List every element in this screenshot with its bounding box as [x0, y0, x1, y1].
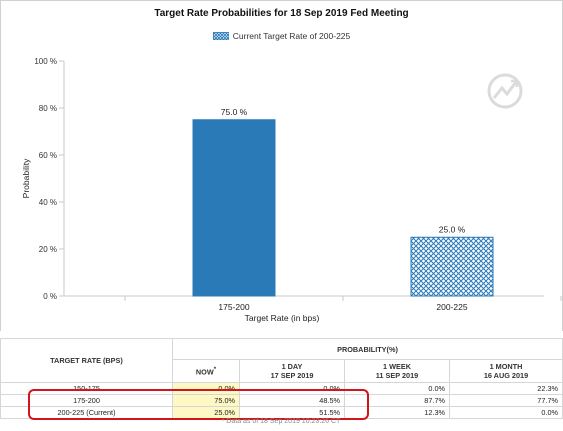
header-now: NOW* — [172, 359, 240, 383]
cell-1-day: 48.5% — [239, 394, 345, 407]
cell-1-month: 77.7% — [449, 394, 563, 407]
header-now-label: NOW — [195, 367, 214, 377]
row-rate: 150-175 — [0, 382, 173, 395]
table-footnote: * Data as of 18 Sep 2019 10:23:26 CT — [221, 418, 341, 425]
header-1-month-label: 1 MONTH — [489, 362, 523, 371]
header-now-mark: * — [213, 366, 217, 374]
header-probability: PROBABILITY(%) — [172, 338, 563, 360]
chart-panel: Target Rate Probabilities for 18 Sep 201… — [0, 0, 563, 331]
y-axis-title: Probability — [21, 158, 31, 198]
x-tick-label: 200-225 — [436, 302, 467, 312]
header-1-week-label: 1 WEEK — [383, 362, 411, 371]
y-tick-label: 20 % — [39, 245, 57, 254]
cell-now: 0.0% — [172, 382, 240, 395]
header-1-day-label: 1 DAY — [281, 362, 303, 371]
cell-1-month: 0.0% — [449, 406, 563, 419]
bar-chart: 0 % 20 % 40 % 60 % 80 % 100 % 75.0 % 175-200 25.… — [21, 57, 562, 323]
cell-now: 25.0% — [172, 406, 240, 419]
header-1-week-date: 11 SEP 2019 — [375, 371, 419, 380]
chart-legend[interactable]: Current Target Rate of 200-225 — [1, 31, 562, 41]
x-tick-label: 175-200 — [218, 302, 249, 312]
cell-1-week: 87.7% — [344, 394, 450, 407]
y-tick-label: 100 % — [34, 57, 57, 66]
cell-1-week: 0.0% — [344, 382, 450, 395]
cell-1-week: 12.3% — [344, 406, 450, 419]
bar-175-200 — [192, 119, 276, 297]
chart-title: Target Rate Probabilities for 18 Sep 201… — [154, 8, 409, 19]
bar-200-225 — [410, 236, 494, 297]
legend-label: Current Target Rate of 200-225 — [232, 31, 351, 41]
probability-table: TARGET RATE (BPS) PROBABILITY(%) NOW* 1 … — [0, 338, 563, 419]
cell-1-month: 22.3% — [449, 382, 563, 395]
legend-swatch-crosshatch — [212, 32, 229, 40]
row-rate: 200-225 (Current) — [0, 406, 173, 419]
header-1-week: 1 WEEK 11 SEP 2019 — [344, 359, 450, 383]
table-row: 150-175 0.0% 0.0% 0.0% 22.3% — [0, 382, 563, 395]
y-tick-label: 60 % — [39, 151, 57, 160]
header-1-day: 1 DAY 17 SEP 2019 — [239, 359, 345, 383]
cell-1-day: 51.5% — [239, 406, 345, 419]
cell-1-day: 0.0% — [239, 382, 345, 395]
y-tick-label: 40 % — [39, 198, 57, 207]
header-target-rate: TARGET RATE (BPS) — [0, 338, 173, 383]
x-axis-title: Target Rate (in bps) — [245, 313, 320, 323]
watermark-logo-icon — [487, 73, 523, 109]
header-1-month-date: 16 AUG 2019 — [483, 371, 529, 380]
cell-now: 75.0% — [172, 394, 240, 407]
y-tick-label: 80 % — [39, 104, 57, 113]
table-row: 200-225 (Current) 25.0% 51.5% 12.3% 0.0% — [0, 406, 563, 419]
row-rate: 175-200 — [0, 394, 173, 407]
bar-value-label: 25.0 % — [439, 224, 466, 234]
y-tick-label: 0 % — [43, 292, 57, 301]
header-1-day-date: 17 SEP 2019 — [270, 371, 314, 380]
bar-value-label: 75.0 % — [221, 107, 248, 117]
table-row: 175-200 75.0% 48.5% 87.7% 77.7% — [0, 394, 563, 407]
header-1-month: 1 MONTH 16 AUG 2019 — [449, 359, 563, 383]
